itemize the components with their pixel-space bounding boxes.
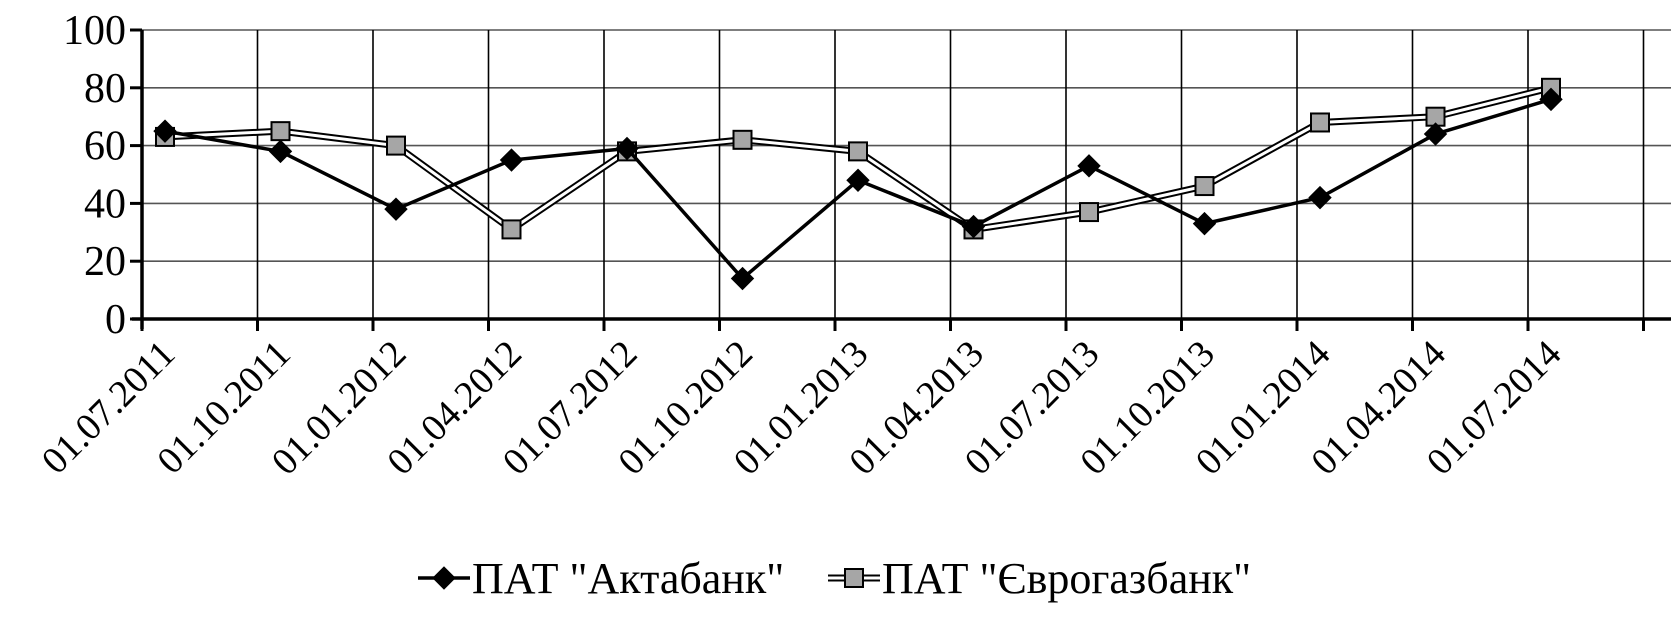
series-evrogazbank xyxy=(155,77,1561,240)
point-aktabank xyxy=(615,136,639,161)
point-aktabank xyxy=(1539,87,1563,112)
legend-label-aktabank: ПАТ "Актабанк" xyxy=(472,554,784,603)
legend-marker-evrogazbank xyxy=(844,568,864,588)
point-aktabank xyxy=(846,168,870,192)
point-evrogazbank xyxy=(386,135,406,156)
point-evrogazbank xyxy=(732,129,753,150)
point-aktabank xyxy=(153,119,177,143)
point-aktabank xyxy=(499,148,524,172)
point-evrogazbank xyxy=(848,141,868,162)
y-tick-label: 0 xyxy=(105,297,126,343)
point-aktabank xyxy=(961,214,986,239)
point-evrogazbank xyxy=(1079,202,1099,223)
grid xyxy=(142,29,1671,319)
y-tick-label: 100 xyxy=(63,8,126,54)
y-tick-label: 20 xyxy=(84,239,126,285)
point-aktabank xyxy=(1423,122,1448,146)
point-evrogazbank xyxy=(501,219,522,240)
point-aktabank xyxy=(268,139,293,164)
point-evrogazbank xyxy=(1194,176,1215,197)
y-tick-label: 40 xyxy=(84,181,126,227)
point-aktabank xyxy=(384,197,408,221)
point-aktabank xyxy=(730,266,755,291)
point-aktabank xyxy=(1308,185,1332,210)
legend-label-evrogazbank: ПАТ "Єврогазбанк" xyxy=(882,554,1251,603)
series-aktabank xyxy=(153,87,1563,291)
point-evrogazbank xyxy=(1310,112,1330,133)
point-aktabank xyxy=(1077,154,1101,178)
legend: ПАТ "Актабанк" ПАТ "Єврогазбанк" xyxy=(418,554,1251,603)
y-tick-label: 80 xyxy=(84,66,126,112)
y-tick-label: 60 xyxy=(84,124,126,170)
legend-marker-aktabank xyxy=(432,566,456,590)
point-aktabank xyxy=(1192,211,1217,236)
series xyxy=(153,77,1563,291)
point-evrogazbank xyxy=(270,121,291,142)
axes: 02040608010001.07.201101.10.201101.01.20… xyxy=(34,8,1671,483)
